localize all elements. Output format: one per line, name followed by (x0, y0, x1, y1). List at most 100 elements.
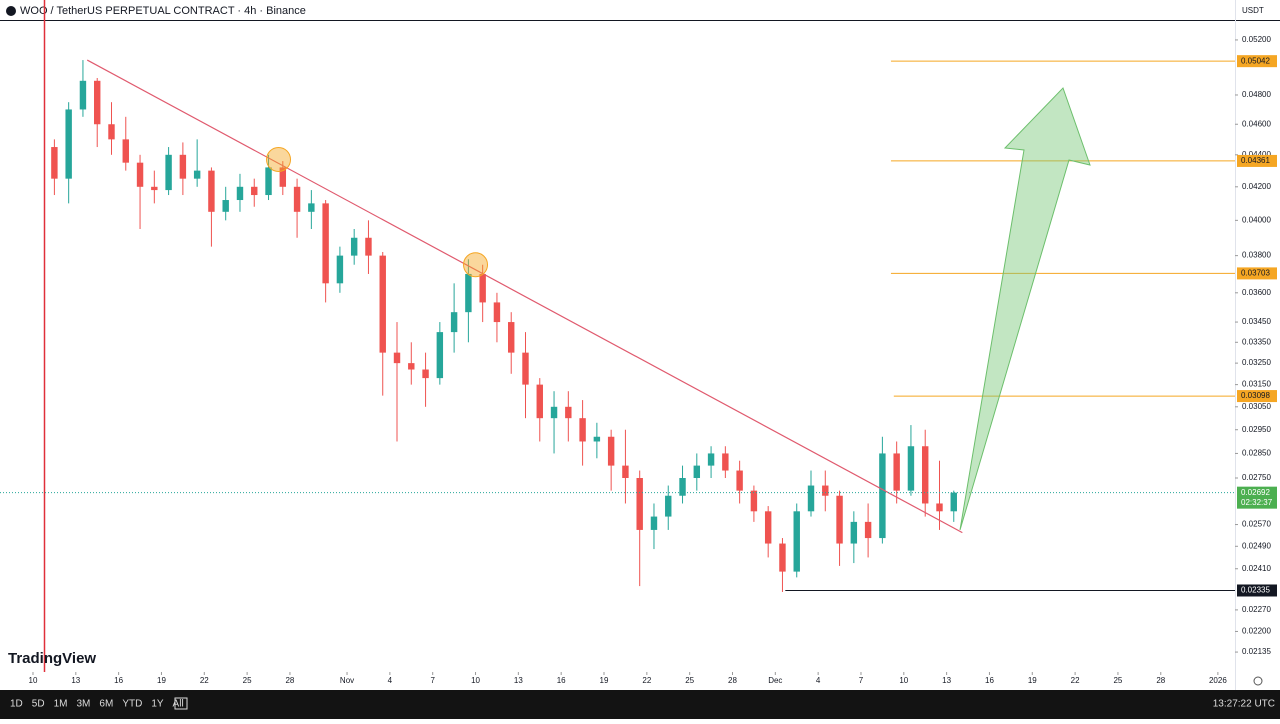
x-tick-label: 13 (514, 676, 523, 685)
candle-body (65, 109, 72, 179)
y-tick-label: 0.03150 (1242, 380, 1271, 389)
calendar-icon[interactable] (174, 697, 188, 710)
candle-body (122, 139, 129, 163)
candle-body (136, 162, 144, 187)
candle-body (693, 465, 701, 479)
candle-body (750, 490, 758, 512)
symbol-icon (6, 6, 16, 16)
candle-body (793, 511, 800, 572)
interval-button[interactable]: YTD (122, 699, 142, 710)
x-tick-label: 25 (243, 676, 252, 685)
price-level-tag (1237, 390, 1277, 403)
trendline (86, 59, 963, 534)
price-level-label: 0.02335 (1241, 586, 1270, 595)
candle-body (279, 167, 287, 187)
candle-body (436, 332, 444, 379)
price-level-tag (1237, 584, 1277, 597)
candle-body (822, 485, 829, 496)
countdown: 02:32:37 (1241, 498, 1273, 507)
candle-body (151, 186, 158, 191)
y-tick-label: 0.02950 (1242, 425, 1271, 434)
candle-body (393, 352, 401, 364)
price-level-label: 0.04361 (1241, 156, 1270, 165)
y-tick-label: 0.04200 (1242, 182, 1271, 191)
interval-button[interactable]: 3M (77, 699, 91, 710)
x-tick-label: 2026 (1209, 676, 1227, 685)
candle-body (836, 495, 843, 544)
candle-body (236, 186, 244, 201)
candle-body (350, 237, 358, 256)
candle-body (365, 237, 372, 256)
chart-title: WOO / TetherUS PERPETUAL CONTRACT · 4h ·… (20, 5, 306, 17)
candle-body (722, 453, 729, 471)
y-tick-label: 0.03350 (1242, 337, 1271, 346)
price-level-label: 0.03703 (1241, 269, 1270, 278)
interval-button[interactable]: All (173, 699, 184, 710)
y-tick-label: 0.05200 (1242, 35, 1271, 44)
settings-icon[interactable] (1253, 676, 1263, 686)
y-tick-label: 0.03050 (1242, 402, 1271, 411)
x-tick-label: 25 (1113, 676, 1122, 685)
candle-body (193, 170, 201, 179)
candle-body (864, 521, 872, 539)
y-tick-label: 0.02850 (1242, 449, 1271, 458)
price-level-tag (1237, 55, 1277, 68)
target-arrow (959, 87, 1091, 531)
candle-body (322, 203, 329, 284)
currency[interactable]: USDT (1242, 6, 1264, 15)
candle-body (622, 465, 629, 479)
x-tick-label: 13 (71, 676, 80, 685)
plot (0, 59, 1235, 592)
y-tick-label: 0.04400 (1242, 150, 1271, 159)
candle-body (893, 453, 900, 491)
x-tick-label: 19 (157, 676, 166, 685)
candle-body (379, 255, 386, 353)
x-tick-label: 10 (29, 676, 38, 685)
candle-body (251, 186, 258, 196)
x-tick-label: 10 (471, 676, 480, 685)
candle-body (108, 124, 115, 140)
y-tick-label: 0.04600 (1242, 119, 1271, 128)
candle-body (179, 154, 187, 179)
price-level-tag (1237, 267, 1277, 280)
candle-body (907, 446, 915, 491)
candle-body (94, 80, 101, 125)
candle-body (265, 167, 272, 196)
price-level-label: 0.03098 (1241, 391, 1270, 400)
x-tick-label: 19 (1028, 676, 1037, 685)
y-tick-label: 0.02410 (1242, 564, 1271, 573)
interval-button[interactable]: 1Y (151, 699, 164, 710)
candle-body (422, 369, 429, 379)
brand-logo: TradingView (8, 650, 96, 667)
interval-button[interactable]: 5D (32, 699, 45, 710)
candle-body (679, 478, 686, 496)
y-tick-label: 0.03450 (1242, 317, 1271, 326)
candle-body (550, 406, 558, 419)
candle-body (51, 147, 58, 179)
candle-body (779, 543, 786, 572)
x-tick-label: 4 (816, 676, 821, 685)
x-tick-label: 25 (685, 676, 694, 685)
y-tick-label: 0.03600 (1242, 288, 1271, 297)
candle-body (607, 436, 615, 466)
candle-body (450, 312, 458, 333)
candle-body (707, 453, 715, 466)
candle-body (922, 446, 929, 504)
candle-body (536, 384, 543, 419)
interval-button[interactable]: 6M (99, 699, 113, 710)
y-tick-label: 0.02135 (1242, 647, 1271, 656)
x-tick-label: 10 (899, 676, 908, 685)
interval-button[interactable]: 1M (54, 699, 68, 710)
x-tick-label: 16 (985, 676, 994, 685)
price-level-label: 0.05042 (1241, 56, 1270, 65)
candle-body (593, 436, 601, 442)
candle-body (565, 406, 572, 419)
x-tick-label: 28 (728, 676, 737, 685)
candle-body (936, 503, 943, 512)
y-tick-label: 0.02270 (1242, 605, 1271, 614)
candle-body (208, 170, 215, 212)
interval-button[interactable]: 1D (10, 699, 23, 710)
x-tick-label: 16 (114, 676, 123, 685)
x-tick-label: 19 (600, 676, 609, 685)
